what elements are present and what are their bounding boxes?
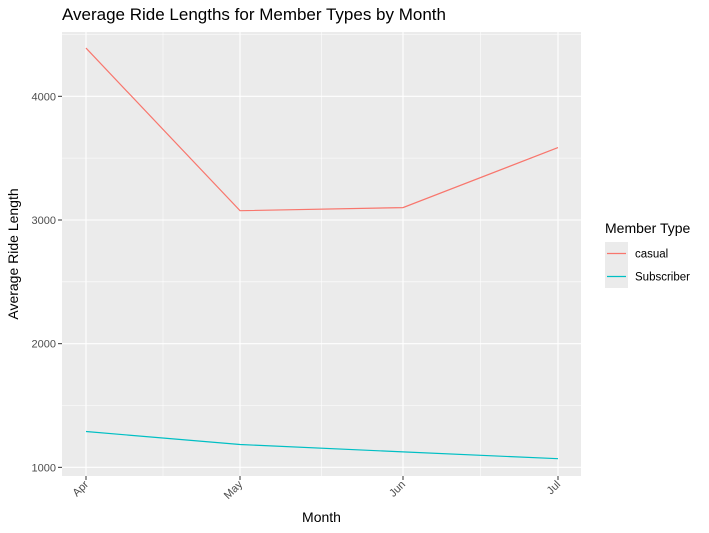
series-line-casual bbox=[85, 47, 559, 212]
y-tick-label: 4000 bbox=[32, 91, 56, 103]
legend-label: Subscriber bbox=[635, 272, 690, 284]
legend-label: casual bbox=[635, 249, 668, 261]
y-tick-label: 2000 bbox=[32, 339, 56, 351]
x-tick-label: Apr bbox=[71, 478, 92, 499]
legend-items: casual Subscriber bbox=[605, 242, 690, 288]
x-tick-label: May bbox=[222, 478, 246, 502]
x-tick-label: Jul bbox=[545, 479, 563, 497]
grid-lines bbox=[62, 32, 581, 476]
y-axis-title: Average Ride Length bbox=[5, 188, 21, 319]
x-tick-label: Jun bbox=[387, 479, 408, 500]
legend-title: Member Type bbox=[605, 220, 691, 236]
series-line-subscriber bbox=[85, 430, 559, 460]
legend: Member Type casual Subscriber bbox=[605, 220, 691, 288]
y-tick-label: 1000 bbox=[32, 462, 56, 474]
series-lines bbox=[85, 47, 559, 460]
y-tick-label: 3000 bbox=[32, 215, 56, 227]
x-axis-title: Month bbox=[302, 509, 341, 525]
chart-title: Average Ride Lengths for Member Types by… bbox=[62, 5, 446, 24]
